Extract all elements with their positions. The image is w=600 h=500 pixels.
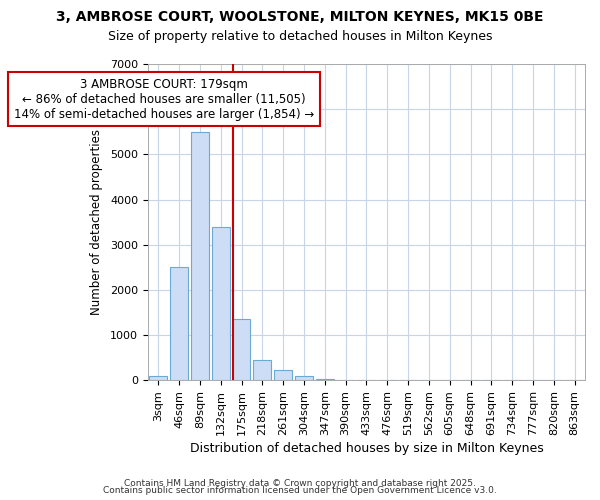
Bar [212, 226, 230, 380]
Bar [316, 379, 334, 380]
Text: 3 AMBROSE COURT: 179sqm
← 86% of detached houses are smaller (11,505)
14% of sem: 3 AMBROSE COURT: 179sqm ← 86% of detache… [14, 78, 314, 120]
Text: Size of property relative to detached houses in Milton Keynes: Size of property relative to detached ho… [108, 30, 492, 43]
Bar [233, 319, 250, 380]
Y-axis label: Number of detached properties: Number of detached properties [90, 129, 103, 315]
Text: Contains HM Land Registry data © Crown copyright and database right 2025.: Contains HM Land Registry data © Crown c… [124, 478, 476, 488]
Text: 3, AMBROSE COURT, WOOLSTONE, MILTON KEYNES, MK15 0BE: 3, AMBROSE COURT, WOOLSTONE, MILTON KEYN… [56, 10, 544, 24]
X-axis label: Distribution of detached houses by size in Milton Keynes: Distribution of detached houses by size … [190, 442, 544, 455]
Bar [149, 376, 167, 380]
Text: Contains public sector information licensed under the Open Government Licence v3: Contains public sector information licen… [103, 486, 497, 495]
Bar [274, 370, 292, 380]
Bar [191, 132, 209, 380]
Bar [170, 268, 188, 380]
Bar [253, 360, 271, 380]
Bar [295, 376, 313, 380]
